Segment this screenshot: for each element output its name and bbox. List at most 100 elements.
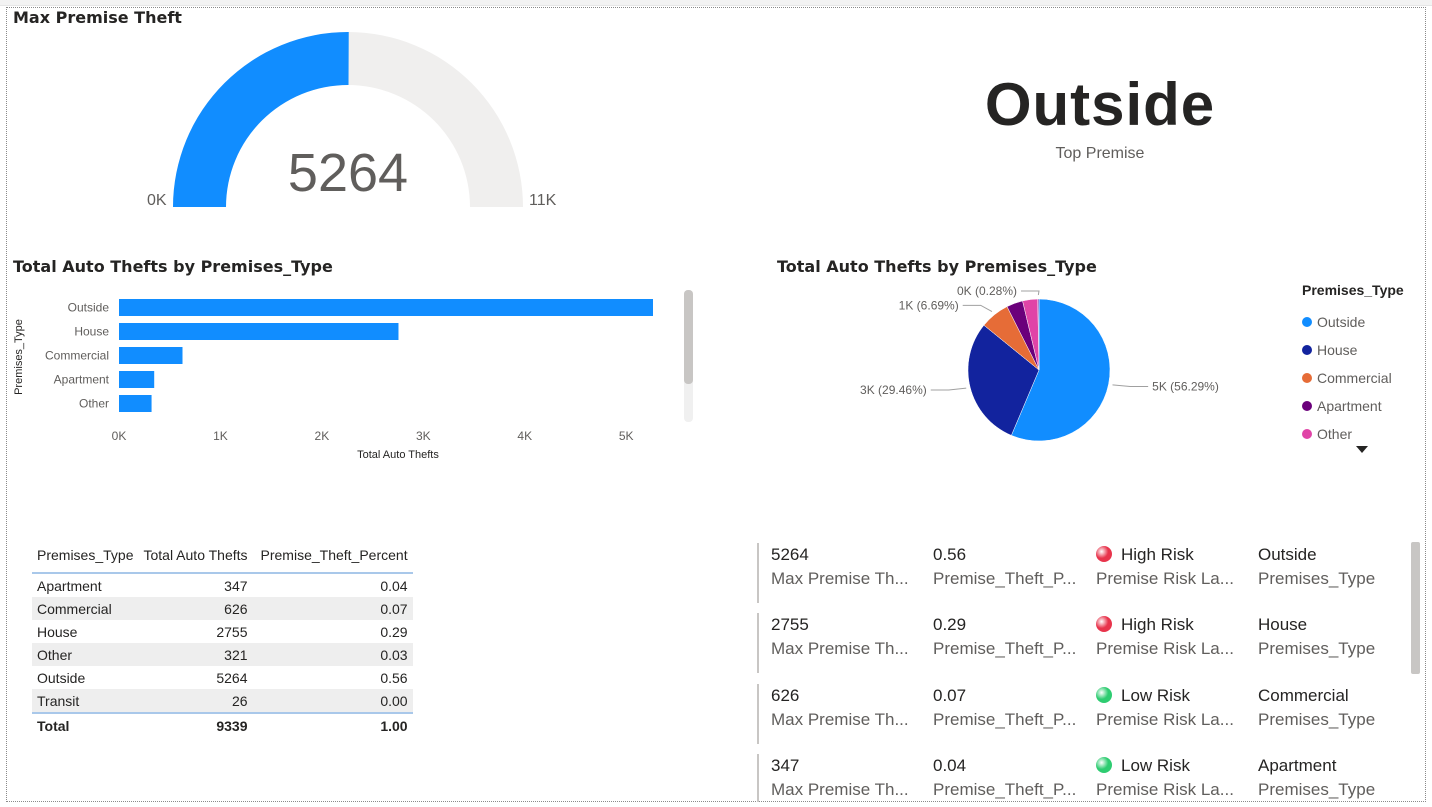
card-row[interactable]: 2755 Max Premise Th... 0.29 Premise_Theft_… [757,613,1407,673]
table-cell: Outside [37,669,86,686]
table-cell: Apartment [37,577,102,594]
table-row[interactable]: House 2755 0.29 [32,620,413,643]
tick-label: 3K [416,429,431,443]
table-row[interactable]: Transit 26 0.00 [32,689,413,713]
card-cell-value: 626 [771,686,800,705]
card-cell-value: 0.04 [933,756,967,775]
tick-label: 5K [619,429,634,443]
card-cell-value: Low Risk [1121,756,1190,775]
table-cell: 26 [138,689,253,713]
table-cell: House [37,623,78,640]
table-row[interactable]: Other 321 0.03 [32,643,413,666]
slice-data-label: 1K (6.69%) [899,298,959,312]
bar[interactable] [119,299,653,316]
card-row[interactable]: 347 Max Premise Th... 0.04 Premise_Theft_P… [757,754,1407,802]
legend-dot [1302,345,1312,355]
table-cell: 347 [224,577,248,594]
legend-label: Outside [1317,314,1366,330]
bar[interactable] [119,395,152,412]
slice-data-label: 5K (56.29%) [1152,379,1219,393]
table-row[interactable]: Commercial 626 0.07 [32,597,413,620]
bar-chart-scroll-thumb[interactable] [684,290,693,384]
pie-slice[interactable] [1037,298,1040,371]
card-cell-label: Premises_Type [1258,569,1376,588]
pie-slice[interactable] [967,324,1040,436]
table-row[interactable]: Apartment 347 0.04 [32,573,413,597]
card-cell-label: Max Premise Th... [771,780,909,799]
card-row[interactable]: 5264 Max Premise Th... 0.56 Premise_Theft_… [757,543,1407,603]
gauge-title: Max Premise Theft [13,8,182,27]
table-cell: 0.00 [252,689,413,713]
card-cell: 0.04 Premise_Theft_P... [933,754,1076,802]
table-cell: 0.29 [380,623,408,640]
pie-chart[interactable]: 5K (56.29%) 3K (29.46%) 1K (6.69%)0K (0.28… [0,0,1432,480]
legend-dot [1302,401,1312,411]
legend-item-apartment[interactable]: Apartment [1302,392,1404,420]
tick-label: 2K [315,429,330,443]
column-header[interactable]: Premise_Theft_Percent [252,543,413,574]
table-cell: 2755 [216,623,248,640]
card-cell-label: Premise Risk La... [1096,780,1234,799]
card-cell-label: Premise_Theft_P... [933,780,1077,799]
tick-label: 4K [517,429,532,443]
column-header[interactable]: Total Auto Thefts [138,543,253,574]
leader-line [930,387,967,391]
table-row[interactable]: Outside 5264 0.56 [32,666,413,689]
legend-dot [1302,317,1312,327]
table-cell: 626 [138,597,253,620]
bar[interactable] [119,323,399,340]
column-header[interactable]: Premises_Type [32,543,139,574]
leader-line [962,304,993,313]
report-canvas [6,7,1426,802]
gauge-chart[interactable] [0,0,1432,230]
bar-chart-scrollbar[interactable] [684,290,693,422]
legend-more-arrow-icon[interactable] [1356,446,1368,453]
y-axis-label: Premises_Type [13,319,25,395]
tick-label: 1K [213,429,228,443]
table-cell: Commercial [32,597,139,620]
table-cell: Transit [32,689,139,713]
bar-chart-title: Total Auto Thefts by Premises_Type [13,257,333,276]
card-cell-label: Premises_Type [1258,780,1376,799]
legend-item-outside[interactable]: Outside [1302,308,1404,336]
legend-label: House [1317,342,1358,358]
card-cell-label: Premise Risk La... [1096,710,1234,729]
risk-indicator-icon [1096,616,1112,632]
slice-data-label: 0K (0.28%) [957,284,1017,298]
table-cell: 0.03 [252,643,413,666]
table-cell: 1.00 [252,712,413,737]
gauge-value: 5264 [287,143,409,203]
card-cell-value: 5264 [771,545,809,564]
card-cell-value: Low Risk [1121,686,1190,705]
gauge-fill[interactable] [173,31,349,207]
card-cell-value: 0.07 [933,686,967,705]
table-cell: 0.04 [380,577,408,594]
x-axis-label: Total Auto Thefts [357,449,439,461]
card-cell: 626 Max Premise Th... [771,684,909,732]
card-cell: Commercial Premises_Type [1258,684,1375,732]
legend-item-house[interactable]: House [1302,336,1404,364]
card-cell: 5264 Max Premise Th... [771,543,909,591]
category-label: House [74,325,109,339]
multi-row-card-scroll-thumb[interactable] [1411,542,1420,674]
bar[interactable] [119,371,155,388]
card-cell-label: Premise_Theft_P... [933,639,1077,658]
table-cell: 0.07 [252,597,413,620]
card-cell: 0.07 Premise_Theft_P... [933,684,1076,732]
slice-data-label: 3K (29.46%) [860,383,927,397]
card-cell: House Premises_Type [1258,613,1375,661]
legend-item-commercial[interactable]: Commercial [1302,364,1404,392]
card-cell-label: Premises_Type [1258,639,1376,658]
card-cell-value: 347 [771,756,800,775]
bar[interactable] [119,347,183,364]
bar-chart[interactable]: Outside House Commercial Apartment Other 0K 1K… [0,0,700,480]
pie-slice[interactable] [1011,298,1111,442]
card-row[interactable]: 626 Max Premise Th... 0.07 Premise_Theft_P… [757,684,1407,744]
legend-title: Premises_Type [1302,282,1404,298]
multi-row-card[interactable]: 5264 Max Premise Th... 0.56 Premise_Theft_… [757,540,1407,802]
card-label: Top Premise [1055,145,1145,162]
card-value: Outside [984,71,1216,138]
table-cell: 0.56 [380,669,408,686]
card-cell: High Risk Premise Risk La... [1096,543,1234,591]
legend-item-other[interactable]: Other [1302,420,1404,448]
